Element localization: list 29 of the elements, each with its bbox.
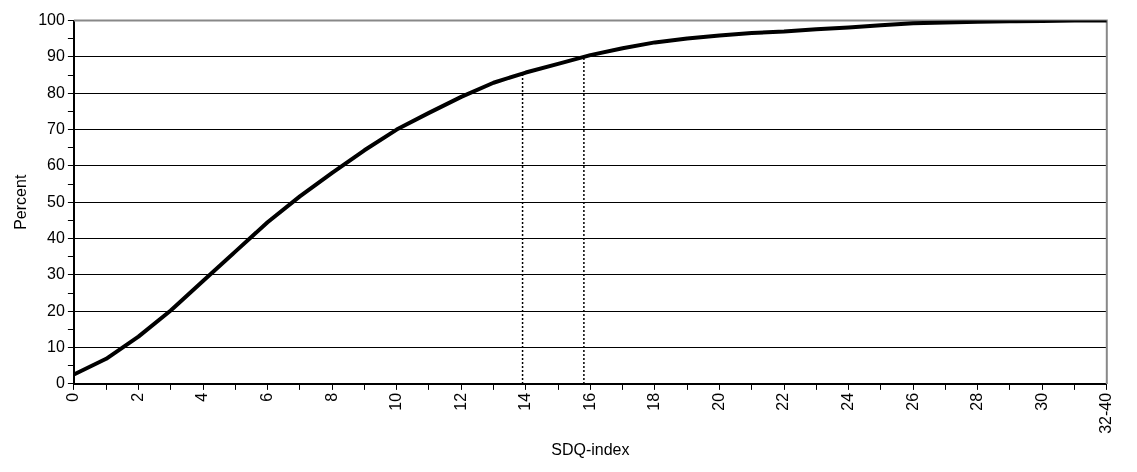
y-tick-label: 20 bbox=[47, 301, 65, 319]
x-tick-label: 4 bbox=[193, 392, 211, 402]
x-tick-label: 6 bbox=[257, 392, 275, 402]
x-tick-label: 10 bbox=[387, 392, 405, 411]
x-tick-label: 16 bbox=[580, 392, 598, 411]
y-tick-label: 90 bbox=[47, 47, 65, 65]
y-tick-label: 40 bbox=[47, 228, 65, 246]
x-tick-label: 30 bbox=[1032, 392, 1050, 411]
y-tick-label: 50 bbox=[47, 192, 65, 210]
y-tick-label: 70 bbox=[47, 119, 65, 137]
x-tick-label: 18 bbox=[645, 392, 663, 411]
y-tick-label: 30 bbox=[47, 265, 65, 283]
y-tick-label: 60 bbox=[47, 156, 65, 174]
y-axis-title: Percent bbox=[12, 174, 30, 230]
x-tick-label: 32-40 bbox=[1097, 392, 1115, 434]
x-tick-label: 2 bbox=[128, 392, 146, 402]
x-tick-label: 22 bbox=[774, 392, 792, 411]
x-axis-title: SDQ-index bbox=[551, 440, 630, 458]
x-tick-label: 0 bbox=[64, 392, 82, 402]
y-tick-label: 100 bbox=[38, 11, 65, 29]
x-tick-label: 28 bbox=[968, 392, 986, 411]
x-tick-label: 24 bbox=[838, 392, 856, 411]
x-tick-label: 14 bbox=[516, 392, 534, 411]
x-tick-label: 26 bbox=[903, 392, 921, 411]
y-tick-label: 80 bbox=[47, 83, 65, 101]
x-tick-label: 20 bbox=[709, 392, 727, 411]
y-tick-label: 10 bbox=[47, 337, 65, 355]
x-tick-label: 12 bbox=[451, 392, 469, 411]
x-tick-label: 8 bbox=[322, 392, 340, 402]
